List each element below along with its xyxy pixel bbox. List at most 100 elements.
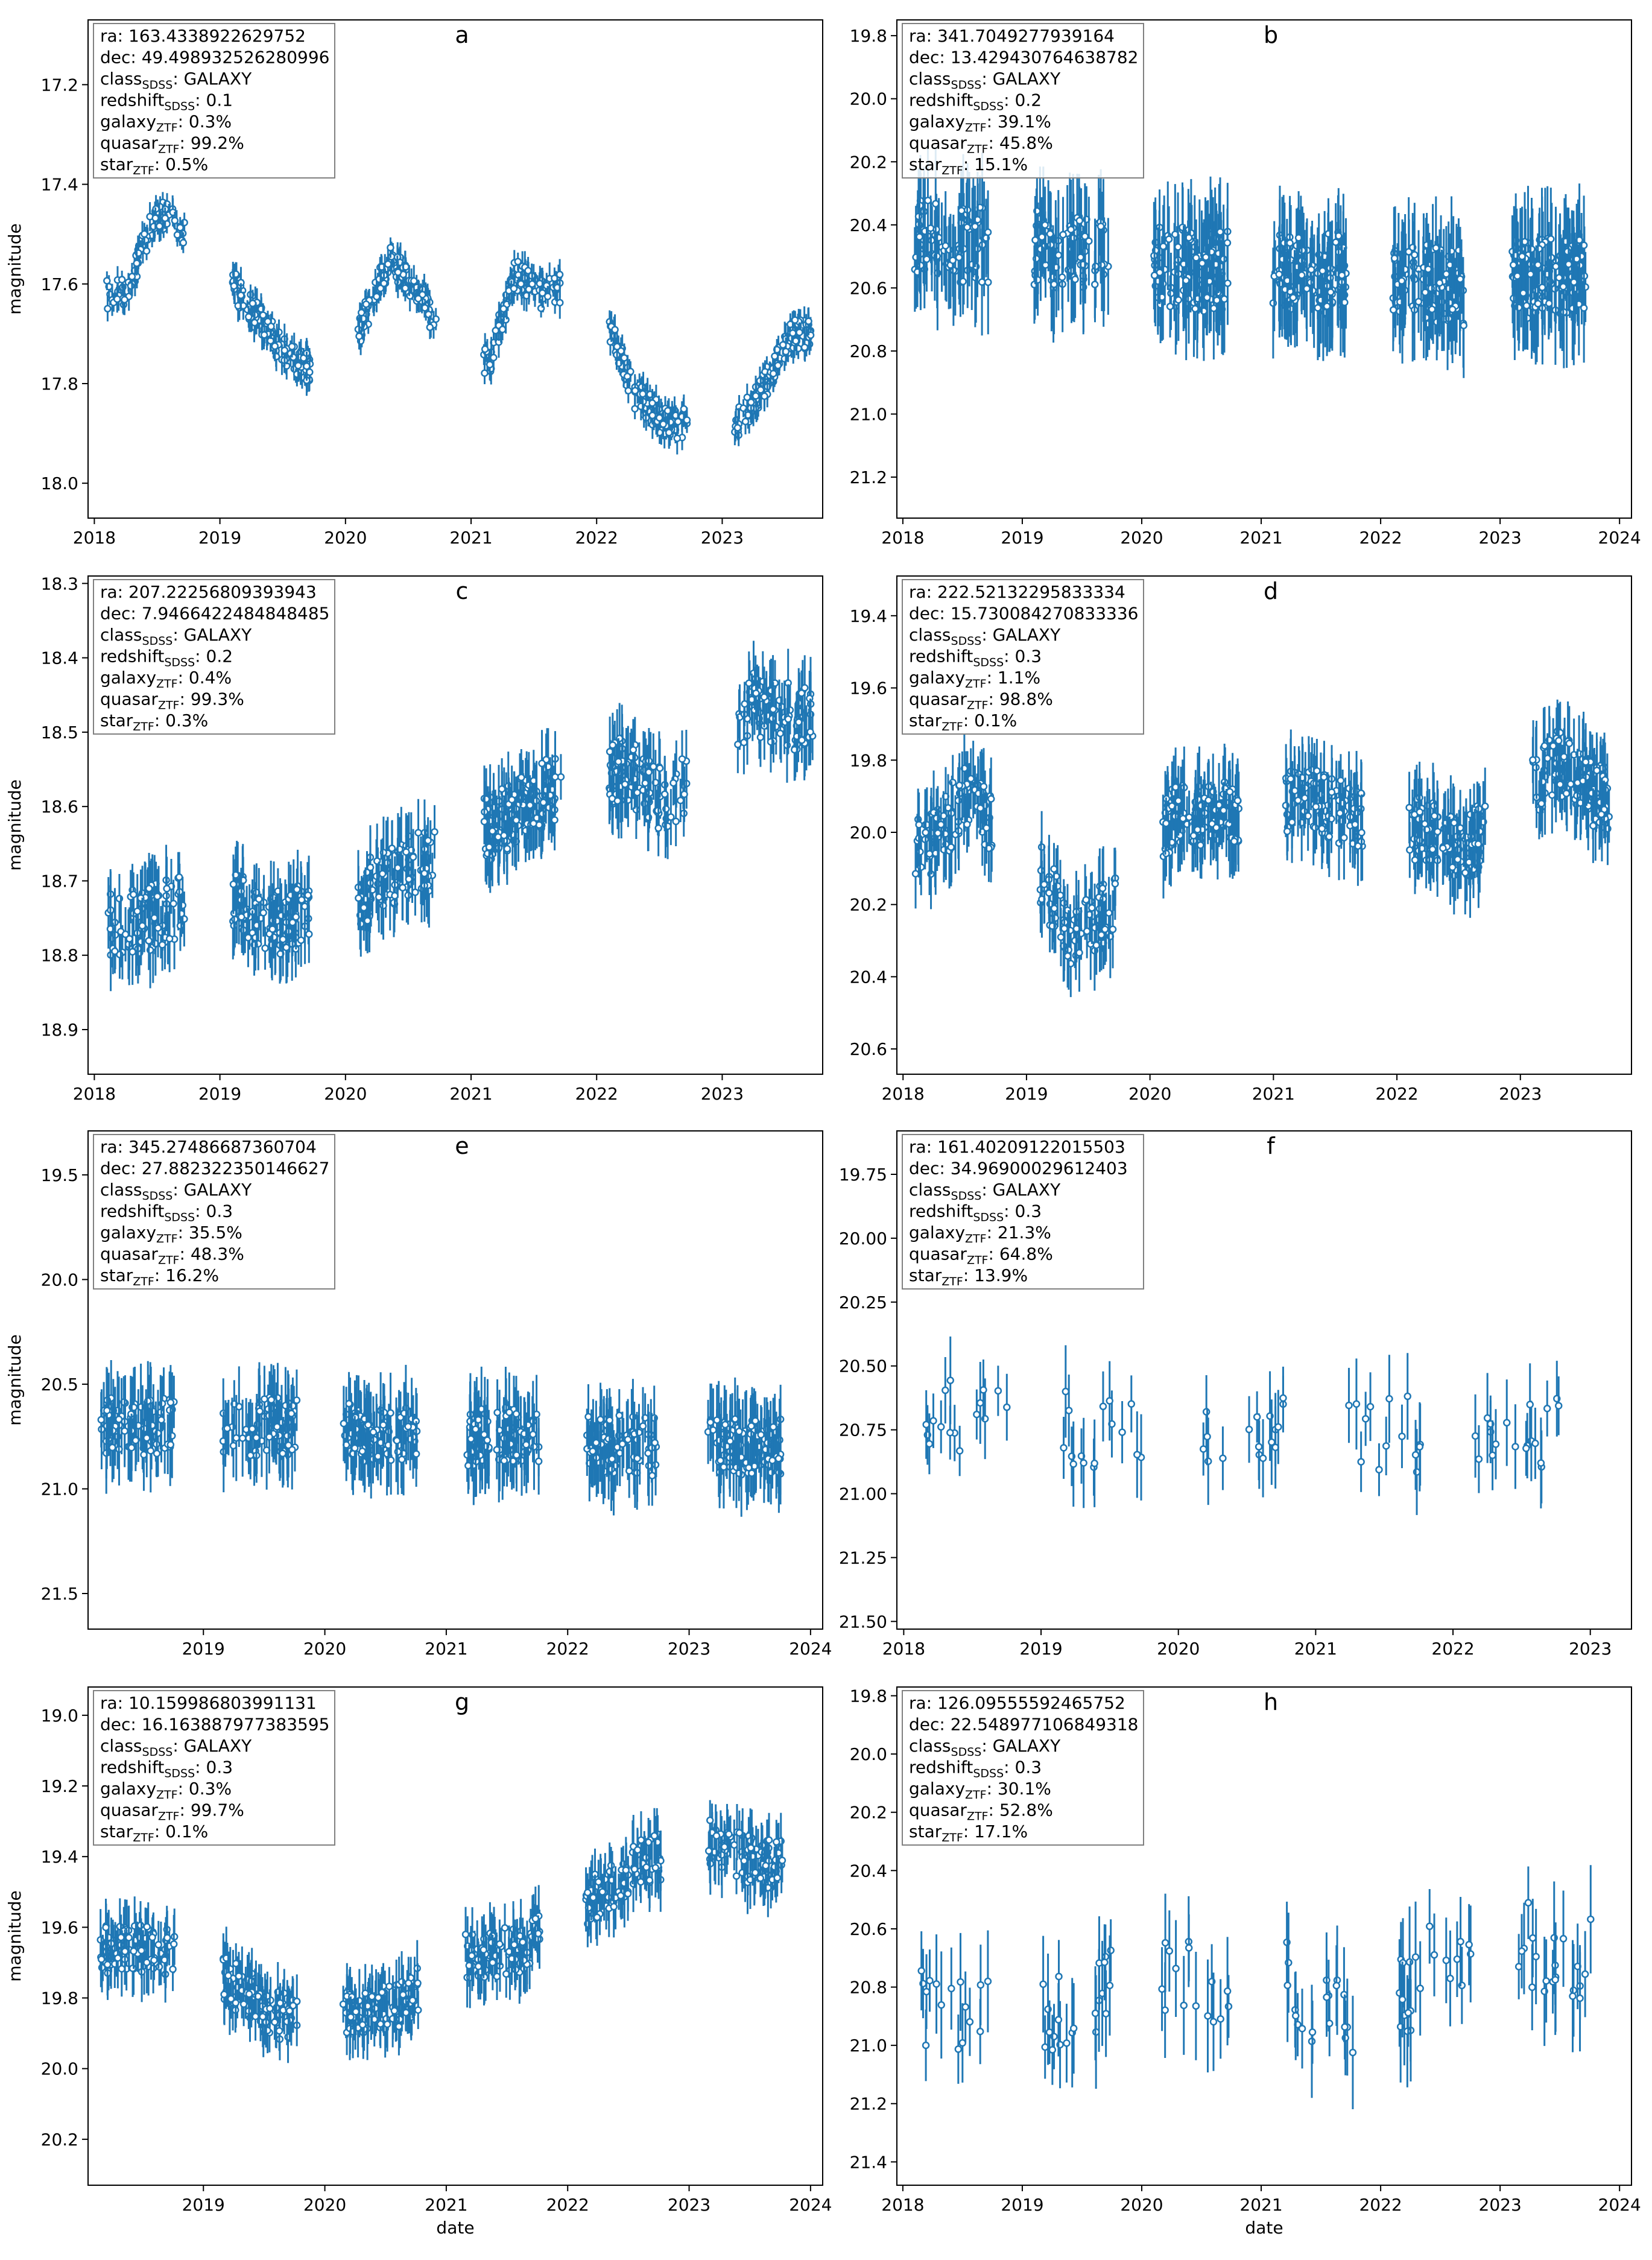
data-marker	[971, 223, 979, 230]
info-subscript: ZTF	[158, 143, 180, 156]
data-marker	[1269, 299, 1277, 307]
data-marker	[538, 759, 546, 767]
data-point	[414, 286, 422, 311]
data-point	[1580, 253, 1588, 363]
info-dec: dec: 13.429430764638782	[909, 48, 1138, 68]
data-marker	[805, 317, 812, 325]
data-marker	[229, 880, 238, 888]
info-label: dec:	[909, 48, 951, 68]
data-marker	[1223, 239, 1232, 247]
info-separator: :	[989, 133, 999, 153]
data-marker	[1547, 235, 1555, 243]
data-marker	[606, 338, 615, 346]
y-tick-label: 20.0	[850, 89, 887, 109]
data-marker	[1411, 251, 1419, 259]
data-point	[169, 879, 177, 928]
data-marker	[1519, 289, 1527, 297]
data-point	[656, 407, 663, 429]
data-marker	[121, 930, 130, 939]
data-marker	[401, 284, 410, 293]
data-point	[145, 911, 153, 970]
data-marker	[359, 904, 368, 912]
data-marker	[955, 253, 963, 262]
data-point	[1085, 197, 1093, 286]
data-point	[414, 799, 422, 867]
info-label: galaxy	[909, 112, 965, 131]
data-marker	[932, 200, 940, 207]
data-marker	[517, 280, 525, 288]
data-marker	[420, 869, 428, 878]
data-marker	[791, 316, 799, 324]
data-point	[539, 278, 546, 308]
info-box-frame	[93, 23, 335, 179]
data-point	[942, 191, 949, 301]
data-marker	[288, 919, 297, 926]
data-marker	[245, 313, 253, 321]
data-marker	[268, 925, 277, 933]
data-marker	[1058, 273, 1066, 281]
data-marker	[1432, 244, 1440, 252]
data-point	[1081, 183, 1089, 290]
x-tick-label: 2022	[1359, 528, 1402, 548]
data-marker	[769, 370, 777, 378]
data-point	[118, 270, 126, 289]
info-star: starZTF: 15.1%	[909, 154, 1028, 177]
x-tick-label: 2018	[881, 528, 924, 548]
data-marker	[656, 414, 663, 422]
info-value: 0.1	[206, 90, 233, 110]
data-marker	[665, 428, 673, 437]
data-point	[405, 856, 413, 902]
data-marker	[1518, 252, 1526, 261]
data-marker	[555, 270, 564, 279]
data-marker	[1528, 245, 1536, 253]
data-point	[1538, 253, 1546, 321]
info-class: classSDSS: GALAXY	[909, 69, 1061, 92]
data-marker	[179, 239, 188, 247]
data-marker	[984, 228, 992, 236]
data-marker	[1538, 283, 1546, 291]
data-point	[151, 207, 159, 229]
data-point	[1286, 195, 1294, 290]
data-marker	[1191, 305, 1199, 313]
info-label: class	[909, 69, 951, 89]
y-tick-label: 17.6	[41, 274, 78, 294]
data-marker	[771, 352, 779, 360]
data-marker	[280, 346, 289, 355]
data-point	[1091, 250, 1099, 318]
data-point	[260, 323, 268, 347]
info-label: redshift	[909, 90, 973, 110]
data-marker	[556, 299, 564, 307]
data-marker	[414, 294, 422, 303]
info-class: classSDSS: GALAXY	[100, 69, 252, 92]
data-point	[252, 904, 259, 971]
data-point	[391, 872, 399, 920]
data-marker	[503, 844, 511, 853]
data-marker	[1442, 270, 1451, 278]
data-point	[525, 274, 533, 305]
data-marker	[514, 258, 522, 265]
data-point	[486, 349, 494, 381]
data-point	[1389, 278, 1397, 341]
x-tick-label: 2022	[575, 528, 618, 548]
data-marker	[526, 801, 534, 809]
data-point	[111, 929, 119, 973]
data-point	[769, 362, 777, 385]
data-point	[366, 829, 375, 905]
info-label: class	[100, 69, 142, 89]
data-point	[978, 229, 986, 336]
data-point	[499, 299, 508, 319]
x-axis-b: 2018 2019 2020 2021 2022 2023 2024	[881, 518, 1641, 548]
x-tick-label: 2020	[1120, 528, 1163, 548]
data-marker	[1031, 236, 1039, 244]
data-point	[176, 217, 184, 238]
data-marker	[1213, 296, 1221, 305]
data-marker	[271, 342, 279, 350]
info-quasar: quasarZTF: 99.2%	[100, 133, 244, 156]
data-marker	[127, 282, 135, 290]
data-point	[955, 215, 963, 299]
info-quasar: quasarZTF: 45.8%	[909, 133, 1053, 156]
data-point	[1547, 188, 1555, 291]
data-marker	[498, 785, 506, 793]
data-marker	[125, 935, 133, 943]
data-marker	[916, 233, 923, 241]
